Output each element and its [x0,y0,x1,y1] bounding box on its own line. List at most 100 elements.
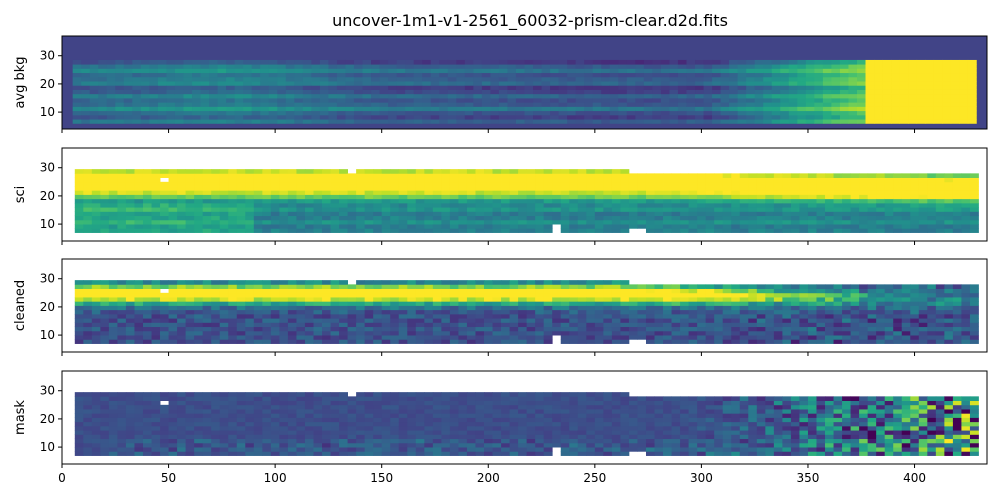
heatmap-cell [714,330,724,336]
heatmap-cell [628,173,638,178]
heatmap-cell [859,219,869,225]
heatmap-cell [356,326,366,332]
heatmap-cell [441,198,451,204]
heatmap-cell [550,106,560,112]
heatmap-cell [756,224,766,229]
heatmap-cell [856,72,866,78]
heatmap-cell [151,392,161,397]
heatmap-cell [211,186,221,191]
heatmap-cell [884,301,894,306]
heatmap-cell [160,228,169,233]
heatmap-cell [677,93,687,99]
heatmap-cell [722,318,732,323]
heatmap-cell [867,288,877,294]
heatmap-cell [245,224,255,229]
heatmap-cell [825,330,834,336]
heatmap-cell [842,292,851,298]
heatmap-cell [192,89,201,95]
heatmap-cell [379,85,389,90]
heatmap-cell [125,219,135,225]
heatmap-cell [475,288,485,294]
heatmap-cell [134,173,144,178]
heatmap-cell [492,190,502,195]
heatmap-cell [850,190,860,195]
heatmap-cell [81,102,91,107]
heatmap-cell [560,215,570,221]
heatmap-cell [688,288,698,294]
heatmap-cell [413,68,423,74]
heatmap-cell [526,330,536,336]
heatmap-cell [123,81,133,86]
heatmap-cell [950,89,960,95]
heatmap-cell [142,224,152,229]
heatmap-cell [543,194,553,200]
heatmap-cell [737,59,747,65]
heatmap-cell [697,202,707,208]
heatmap-cell [74,224,84,229]
heatmap-cell [458,177,468,183]
heatmap-cell [373,194,383,200]
heatmap-cell [117,207,127,212]
heatmap-cell [688,313,698,319]
heatmap-cell [347,301,357,306]
heatmap-cell [961,198,971,204]
heatmap-cell [663,309,672,315]
heatmap-cell [601,102,611,107]
heatmap-cell [373,202,383,208]
heatmap-cell [935,215,945,221]
heatmap-cell [501,330,510,336]
heatmap-cell [262,280,272,285]
heatmap-cell [91,194,101,200]
heatmap-cell [373,219,383,225]
heatmap-cell [586,177,596,183]
heatmap-cell [720,59,730,65]
heatmap-cell [183,110,193,116]
heatmap-cell [637,198,647,204]
heatmap-cell [142,173,152,178]
heatmap-cell [270,335,280,340]
heatmap-cell [680,228,690,233]
heatmap-cell [501,202,510,208]
heatmap-cell [157,106,167,112]
heatmap-cell [100,392,110,397]
heatmap-cell [449,339,459,344]
heatmap-cell [277,81,287,86]
heatmap-cell [262,215,272,221]
heatmap-cell [509,169,519,174]
heatmap-cell [543,215,553,221]
heatmap-cell [833,313,843,319]
heatmap-cell [635,89,645,95]
heatmap-cell [575,89,585,95]
heatmap-cell [490,110,500,116]
heatmap-cell [908,119,918,124]
heatmap-cell [243,72,253,78]
heatmap-cell [160,297,169,302]
heatmap-cell [117,169,127,174]
heatmap-cell [364,326,374,332]
heatmap-cell [867,313,877,319]
heatmap-cell [484,339,493,344]
heatmap-cell [330,280,340,285]
heatmap-cell [654,301,664,306]
heatmap-cell [168,430,178,435]
heatmap-cell [200,72,210,78]
heatmap-cell [927,326,937,332]
heatmap-cell [961,207,971,212]
heatmap-cell [168,451,178,456]
heatmap-cell [927,219,937,225]
heatmap-cell [712,98,721,103]
heatmap-cell [194,434,204,440]
heatmap-cell [867,224,877,229]
heatmap-cell [373,330,383,336]
heatmap-cell [950,93,960,99]
heatmap-cell [115,85,125,90]
heatmap-cell [635,72,645,78]
heatmap-cell [754,110,764,116]
heatmap-cell [959,89,969,95]
heatmap-cell [473,59,483,65]
heatmap-cell [422,68,432,74]
heatmap-cell [83,224,93,229]
heatmap-cell [754,106,764,112]
heatmap-cell [901,309,911,315]
heatmap-cell [594,224,604,229]
